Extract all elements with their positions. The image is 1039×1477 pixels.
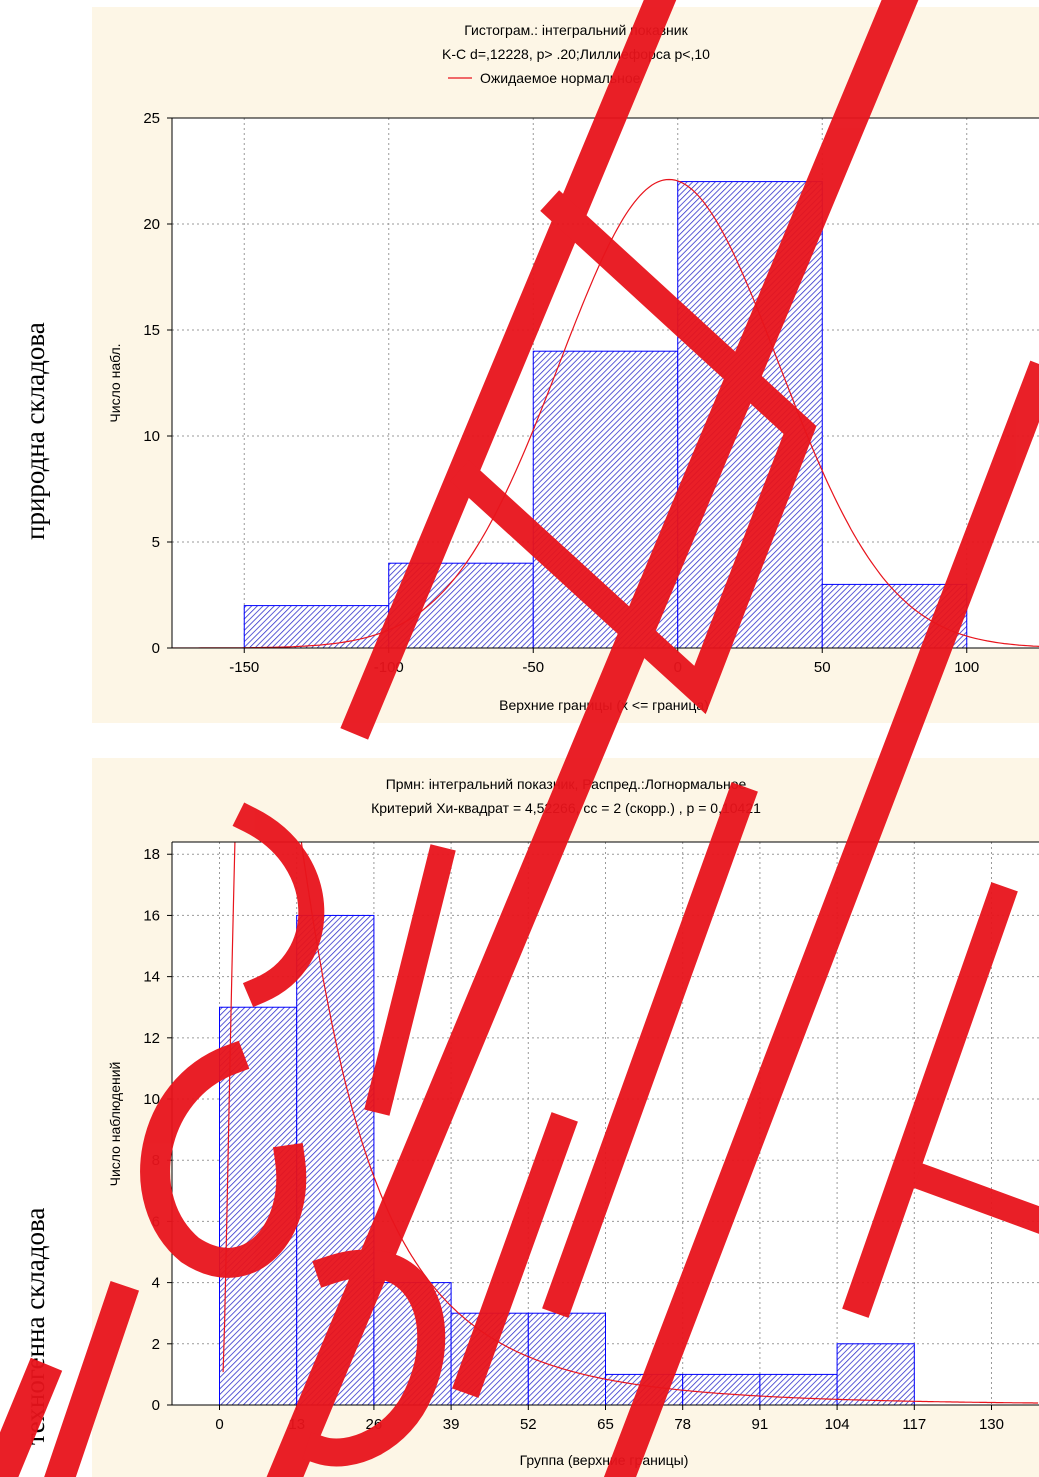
histogram-chart-natural: -150 -100 -50 0 50 100 0 5 10 15 20 25 Гистограм.: і… <box>92 7 1039 723</box>
histogram-bar <box>527 1312 606 1406</box>
x-tick-label: 130 <box>979 1416 1004 1433</box>
histogram-svg-technogenic: 0 13 26 39 52 65 78 91 104 117 130 0 2 4 6 8 10 12 14 16 18 П… <box>107 776 1039 1468</box>
y-axis-label: Число наблюдений <box>107 1062 123 1187</box>
histogram-bar <box>836 1343 915 1406</box>
y-tick-label: 2 <box>152 1336 160 1353</box>
histogram-bar <box>450 1312 529 1406</box>
y-tick-label: 4 <box>152 1275 160 1292</box>
x-axis-label: Верхние границы (x <= граница) <box>499 697 709 713</box>
chart-title: Гистограм.: інтегральний показник <box>464 22 688 38</box>
x-tick-label: 26 <box>366 1416 383 1433</box>
x-tick-label: -150 <box>229 659 259 676</box>
y-tick-label: 0 <box>152 640 160 657</box>
chart-subtitle: K-C d=,12228, p> .20;Лиллиефорса p<,10 <box>442 46 710 62</box>
x-tick-label: 0 <box>215 1416 223 1433</box>
histogram-bar <box>296 914 375 1406</box>
x-tick-label: 100 <box>954 659 979 676</box>
y-tick-label: 10 <box>143 428 160 445</box>
y-tick-label: 25 <box>143 110 160 127</box>
chart-title: Прмн: інтегральний показник, Распред.:Ло… <box>386 776 747 792</box>
histogram-bar <box>759 1373 838 1406</box>
x-tick-label: 117 <box>902 1416 926 1433</box>
x-tick-label: 50 <box>814 659 831 676</box>
y-tick-label: 8 <box>152 1152 160 1169</box>
x-tick-label: 39 <box>443 1416 460 1433</box>
y-tick-label: 5 <box>152 534 160 551</box>
histogram-bar <box>677 181 823 649</box>
y-tick-label: 14 <box>143 969 160 986</box>
x-tick-label: 91 <box>752 1416 769 1433</box>
y-tick-label: 0 <box>152 1397 160 1414</box>
histogram-bar <box>821 583 968 649</box>
histogram-chart-technogenic: 0 13 26 39 52 65 78 91 104 117 130 0 2 4 6 8 10 12 14 16 18 П… <box>92 758 1039 1477</box>
histogram-bar <box>219 1006 298 1406</box>
y-axis-label: Число набл. <box>107 343 123 422</box>
histogram-bar <box>373 1282 452 1406</box>
legend-label: Ожидаемое нормальное <box>480 70 641 86</box>
histogram-bar <box>243 605 390 649</box>
histogram-bar <box>532 350 679 649</box>
x-tick-label: 13 <box>288 1416 305 1433</box>
y-tick-label: 6 <box>152 1213 160 1230</box>
side-label-technogenic: техногенна складова <box>20 1207 50 1445</box>
x-tick-label: 78 <box>674 1416 691 1433</box>
x-tick-label: 52 <box>520 1416 537 1433</box>
histogram-bar <box>388 562 534 649</box>
y-tick-label: 12 <box>143 1030 160 1047</box>
x-tick-label: 104 <box>825 1416 850 1433</box>
histogram-svg-natural: -150 -100 -50 0 50 100 0 5 10 15 20 25 Гистограм.: і… <box>107 22 1039 713</box>
y-tick-label: 10 <box>143 1091 160 1108</box>
x-tick-label: 65 <box>597 1416 614 1433</box>
side-label-natural: природна складова <box>20 322 50 540</box>
y-tick-label: 15 <box>143 322 160 339</box>
x-tick-label: 0 <box>674 659 682 676</box>
y-tick-label: 18 <box>143 846 160 863</box>
y-tick-label: 16 <box>143 907 160 924</box>
x-tick-label: -50 <box>522 659 544 676</box>
histogram-bar <box>682 1373 761 1406</box>
x-tick-label: -100 <box>374 659 404 676</box>
chart-subtitle: Критерий Хи-квадрат = 4,52266, сс = 2 (с… <box>371 800 761 816</box>
y-tick-label: 20 <box>143 216 160 233</box>
x-axis-label: Группа (верхние границы) <box>520 1452 689 1468</box>
histogram-bar <box>605 1373 684 1406</box>
